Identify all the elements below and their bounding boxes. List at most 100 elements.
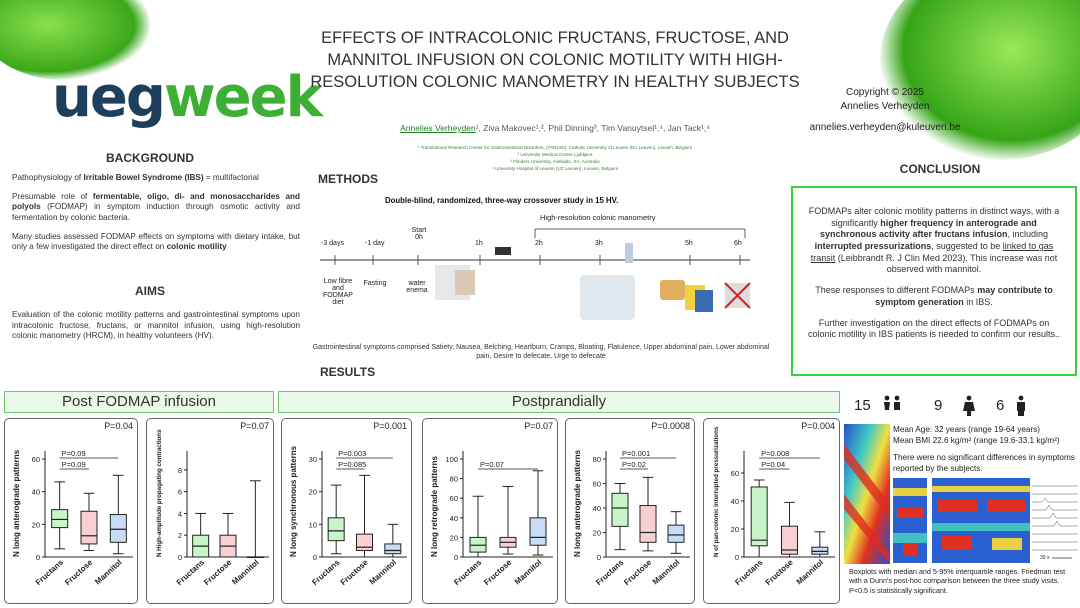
female-count: 9 <box>934 397 943 414</box>
x-tick-label: Fructose <box>202 557 234 587</box>
chart-pp-synchronous: P=0.001 N long synchronous patterns 0 10 20 3… <box>281 418 412 604</box>
y-tick-label: 4 <box>178 509 182 518</box>
y-tick-label: 0 <box>313 553 317 562</box>
box-fructans <box>611 492 629 527</box>
x-tick-label: Mannitol <box>795 558 825 587</box>
step-label: water enema <box>406 280 428 294</box>
x-tick-label: Mannitol <box>513 558 543 587</box>
people-icon <box>884 395 900 410</box>
y-tick-label: 40 <box>593 504 601 513</box>
poster-title: EFFECTS OF INTRACOLONIC FRUCTANS, FRUCTO… <box>310 29 800 91</box>
y-tick-label: 6 <box>178 488 182 497</box>
chart-post-hapc: P=0.07 N High-amplitude propagating contr… <box>146 418 274 604</box>
y-tick-label: 40 <box>32 488 40 497</box>
symptom-note: There were no significant differences in… <box>893 453 1075 474</box>
symptoms-text: Gastrointestinal symptoms comprised Sati… <box>312 344 770 361</box>
comparison-p-value: P=0.04 <box>761 460 785 469</box>
conclusion-p2: These responses to different FODMAPs may… <box>815 285 1053 307</box>
p-value-overall: P=0.004 <box>801 421 835 431</box>
timepoint: Start 0h <box>411 227 427 241</box>
x-tick-label: Fructose <box>764 557 796 587</box>
box-mannitol <box>384 543 402 555</box>
conclusion-p3: Further investigation on the direct effe… <box>807 317 1061 340</box>
chart-pp-anterograde: P=0.0008 N long anterograde patterns 0 20 40… <box>565 418 695 604</box>
copyright-name: Annelies Verheyden <box>840 100 930 112</box>
author-list: Annelies Verheyden¹, Ziva Makovec¹,², Ph… <box>300 123 810 133</box>
hrcm-label: High-resolution colonic manometry <box>540 213 656 222</box>
background-heading: BACKGROUND <box>106 151 194 165</box>
comparison-p-value: P=0.003 <box>338 449 366 458</box>
y-axis-label: N long retrograde patterns <box>430 456 439 557</box>
p-value-overall: P=0.0008 <box>651 421 690 431</box>
y-tick-label: 100 <box>445 455 458 464</box>
total-count: 15 <box>854 397 871 414</box>
timepoint: 1h <box>475 240 483 247</box>
timepoint: -1 day <box>365 240 385 247</box>
y-tick-label: 20 <box>593 529 601 538</box>
x-tick-label: Fructose <box>482 557 514 587</box>
meal-illustration <box>660 280 685 300</box>
y-tick-label: 10 <box>309 520 317 529</box>
timepoint: 6h <box>734 240 742 247</box>
y-tick-label: 20 <box>731 525 739 534</box>
box-fructose <box>781 525 798 555</box>
comparison-p-value: P=0.008 <box>761 449 789 458</box>
box-mannitol <box>529 517 547 546</box>
comparison-p-value: P=0.09 <box>62 460 86 469</box>
trace-scale: 30 s <box>1040 555 1050 561</box>
timepoint: 5h <box>685 240 693 247</box>
p-value-overall: P=0.04 <box>104 421 133 431</box>
affiliation: ⁴ University Hospital of Leuven (UZ Leuv… <box>491 165 619 171</box>
box-fructose <box>80 510 98 545</box>
x-tick-label: Mannitol <box>368 558 398 587</box>
female-icon <box>963 395 975 416</box>
y-tick-label: 60 <box>32 455 40 464</box>
y-tick-label: 2 <box>178 531 182 540</box>
timepoint: -3 days <box>321 240 344 247</box>
y-tick-label: 0 <box>454 553 458 562</box>
box-mannitol <box>667 524 685 543</box>
hrcm-heatmap-1 <box>844 424 890 564</box>
x-tick-label: Mannitol <box>230 558 260 587</box>
y-axis-label: N long anterograde patterns <box>12 449 21 557</box>
y-tick-label: 20 <box>309 488 317 497</box>
mean-bmi: Mean BMI 22.6 kg/m² (range 19.6-33.1 kg/… <box>893 436 1060 446</box>
p-value-overall: P=0.07 <box>240 421 269 431</box>
box-fructose <box>639 505 657 543</box>
y-axis-label: N High-amplitude propagating contraction… <box>156 429 163 557</box>
male-count: 6 <box>996 397 1005 414</box>
contact-email[interactable]: annelies.verheyden@kuleuven.be <box>809 122 961 133</box>
study-timeline: High-resolution colonic manometry -3 day… <box>315 205 755 340</box>
y-tick-label: 40 <box>450 514 458 523</box>
p-value-overall: P=0.07 <box>524 421 553 431</box>
y-tick-label: 0 <box>178 553 182 562</box>
box-mannitol <box>811 546 829 555</box>
chart-pp-interrupted: P=0.004 N of pan-colonic interrupted pres… <box>703 418 840 604</box>
y-tick-label: 20 <box>450 533 458 542</box>
y-tick-label: 60 <box>731 469 739 478</box>
stats-footnote: Boxplots with median and 5-95% interquar… <box>849 567 1066 595</box>
methods-subtitle: Double-blind, randomized, three-way cros… <box>385 196 619 205</box>
x-tick-label: Mannitol <box>651 558 681 587</box>
p-value-overall: P=0.001 <box>373 421 407 431</box>
y-tick-label: 30 <box>309 455 317 464</box>
y-tick-label: 0 <box>735 553 739 562</box>
chart-pp-retrograde: P=0.07 N long retrograde patterns 0 20 40 60 8… <box>422 418 558 604</box>
first-author: Annelies Verheyden <box>400 123 476 133</box>
x-tick-label: Fructose <box>63 557 95 587</box>
background-text: Pathophysiology of Irritable Bowel Syndr… <box>12 173 300 252</box>
comparison-p-value: P=0.07 <box>480 460 504 469</box>
methods-heading: METHODS <box>318 172 378 186</box>
y-tick-label: 0 <box>36 553 40 562</box>
conclusion-p1: FODMAPs alter colonic motility patterns … <box>808 206 1060 275</box>
x-tick-label: Mannitol <box>93 558 123 587</box>
affiliation: ³ Flinders University, Adelaide, SA, Aus… <box>510 158 600 164</box>
comparison-p-value: P=0.09 <box>62 449 86 458</box>
y-tick-label: 8 <box>178 466 182 475</box>
y-tick-label: 80 <box>593 455 601 464</box>
aims-text: Evaluation of the colonic motility patte… <box>12 310 300 341</box>
aims-heading: AIMS <box>135 284 165 298</box>
x-tick-label: Fructose <box>622 557 654 587</box>
timeline-svg <box>320 228 751 320</box>
conclusion-heading: CONCLUSION <box>899 162 981 176</box>
